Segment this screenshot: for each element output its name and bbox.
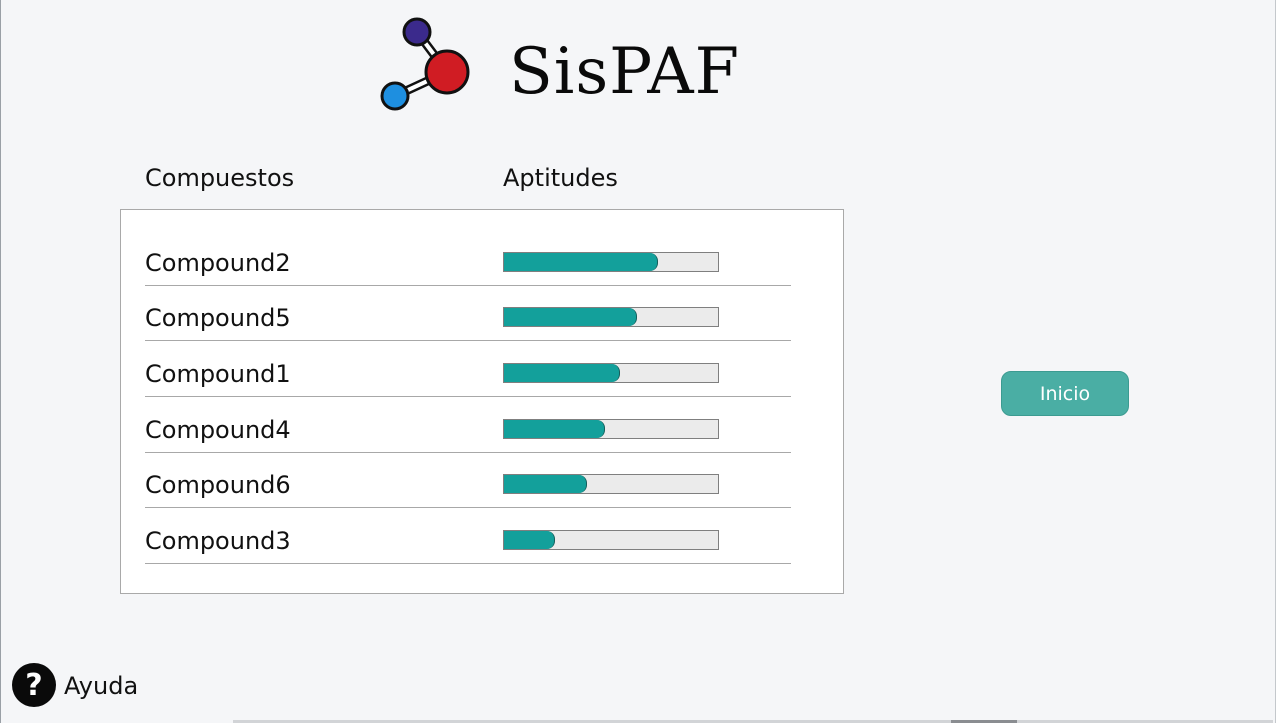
compound-name: Compound1 [145, 360, 291, 388]
aptitude-bar-fill [504, 420, 605, 438]
list-item[interactable]: Compound3 [145, 508, 791, 564]
compound-name: Compound6 [145, 471, 291, 499]
help-label[interactable]: Ayuda [64, 672, 139, 700]
aptitude-bar [503, 363, 719, 383]
list-item[interactable]: Compound6 [145, 452, 791, 508]
list-item[interactable]: Compound4 [145, 397, 791, 453]
aptitude-bar-fill [504, 364, 620, 382]
aptitude-bar [503, 530, 719, 550]
molecule-icon [380, 17, 470, 111]
list-item[interactable]: Compound2 [145, 230, 791, 286]
aptitude-bar-fill [504, 253, 659, 271]
list-item[interactable]: Compound5 [145, 285, 791, 341]
list-item[interactable]: Compound1 [145, 341, 791, 397]
aptitude-bar [503, 252, 719, 272]
question-circle-icon[interactable]: ? [12, 663, 56, 707]
aptitude-bar [503, 307, 719, 327]
app-title: SisPAF [509, 35, 740, 109]
column-header-aptitudes: Aptitudes [503, 164, 618, 192]
aptitude-bar-fill [504, 531, 556, 549]
compound-name: Compound2 [145, 249, 291, 277]
compound-list: Compound2 Compound5 Compound1 Compound4 … [120, 209, 844, 594]
aptitude-bar-fill [504, 308, 637, 326]
inicio-button[interactable]: Inicio [1001, 371, 1129, 416]
window-bottom-edge [233, 720, 1273, 723]
compound-name: Compound5 [145, 304, 291, 332]
compound-name: Compound3 [145, 527, 291, 555]
column-header-compounds: Compuestos [145, 164, 295, 192]
window-bottom-edge-handle [951, 720, 1017, 723]
aptitude-bar-fill [504, 475, 588, 493]
aptitude-bar [503, 474, 719, 494]
compound-name: Compound4 [145, 416, 291, 444]
aptitude-bar [503, 419, 719, 439]
